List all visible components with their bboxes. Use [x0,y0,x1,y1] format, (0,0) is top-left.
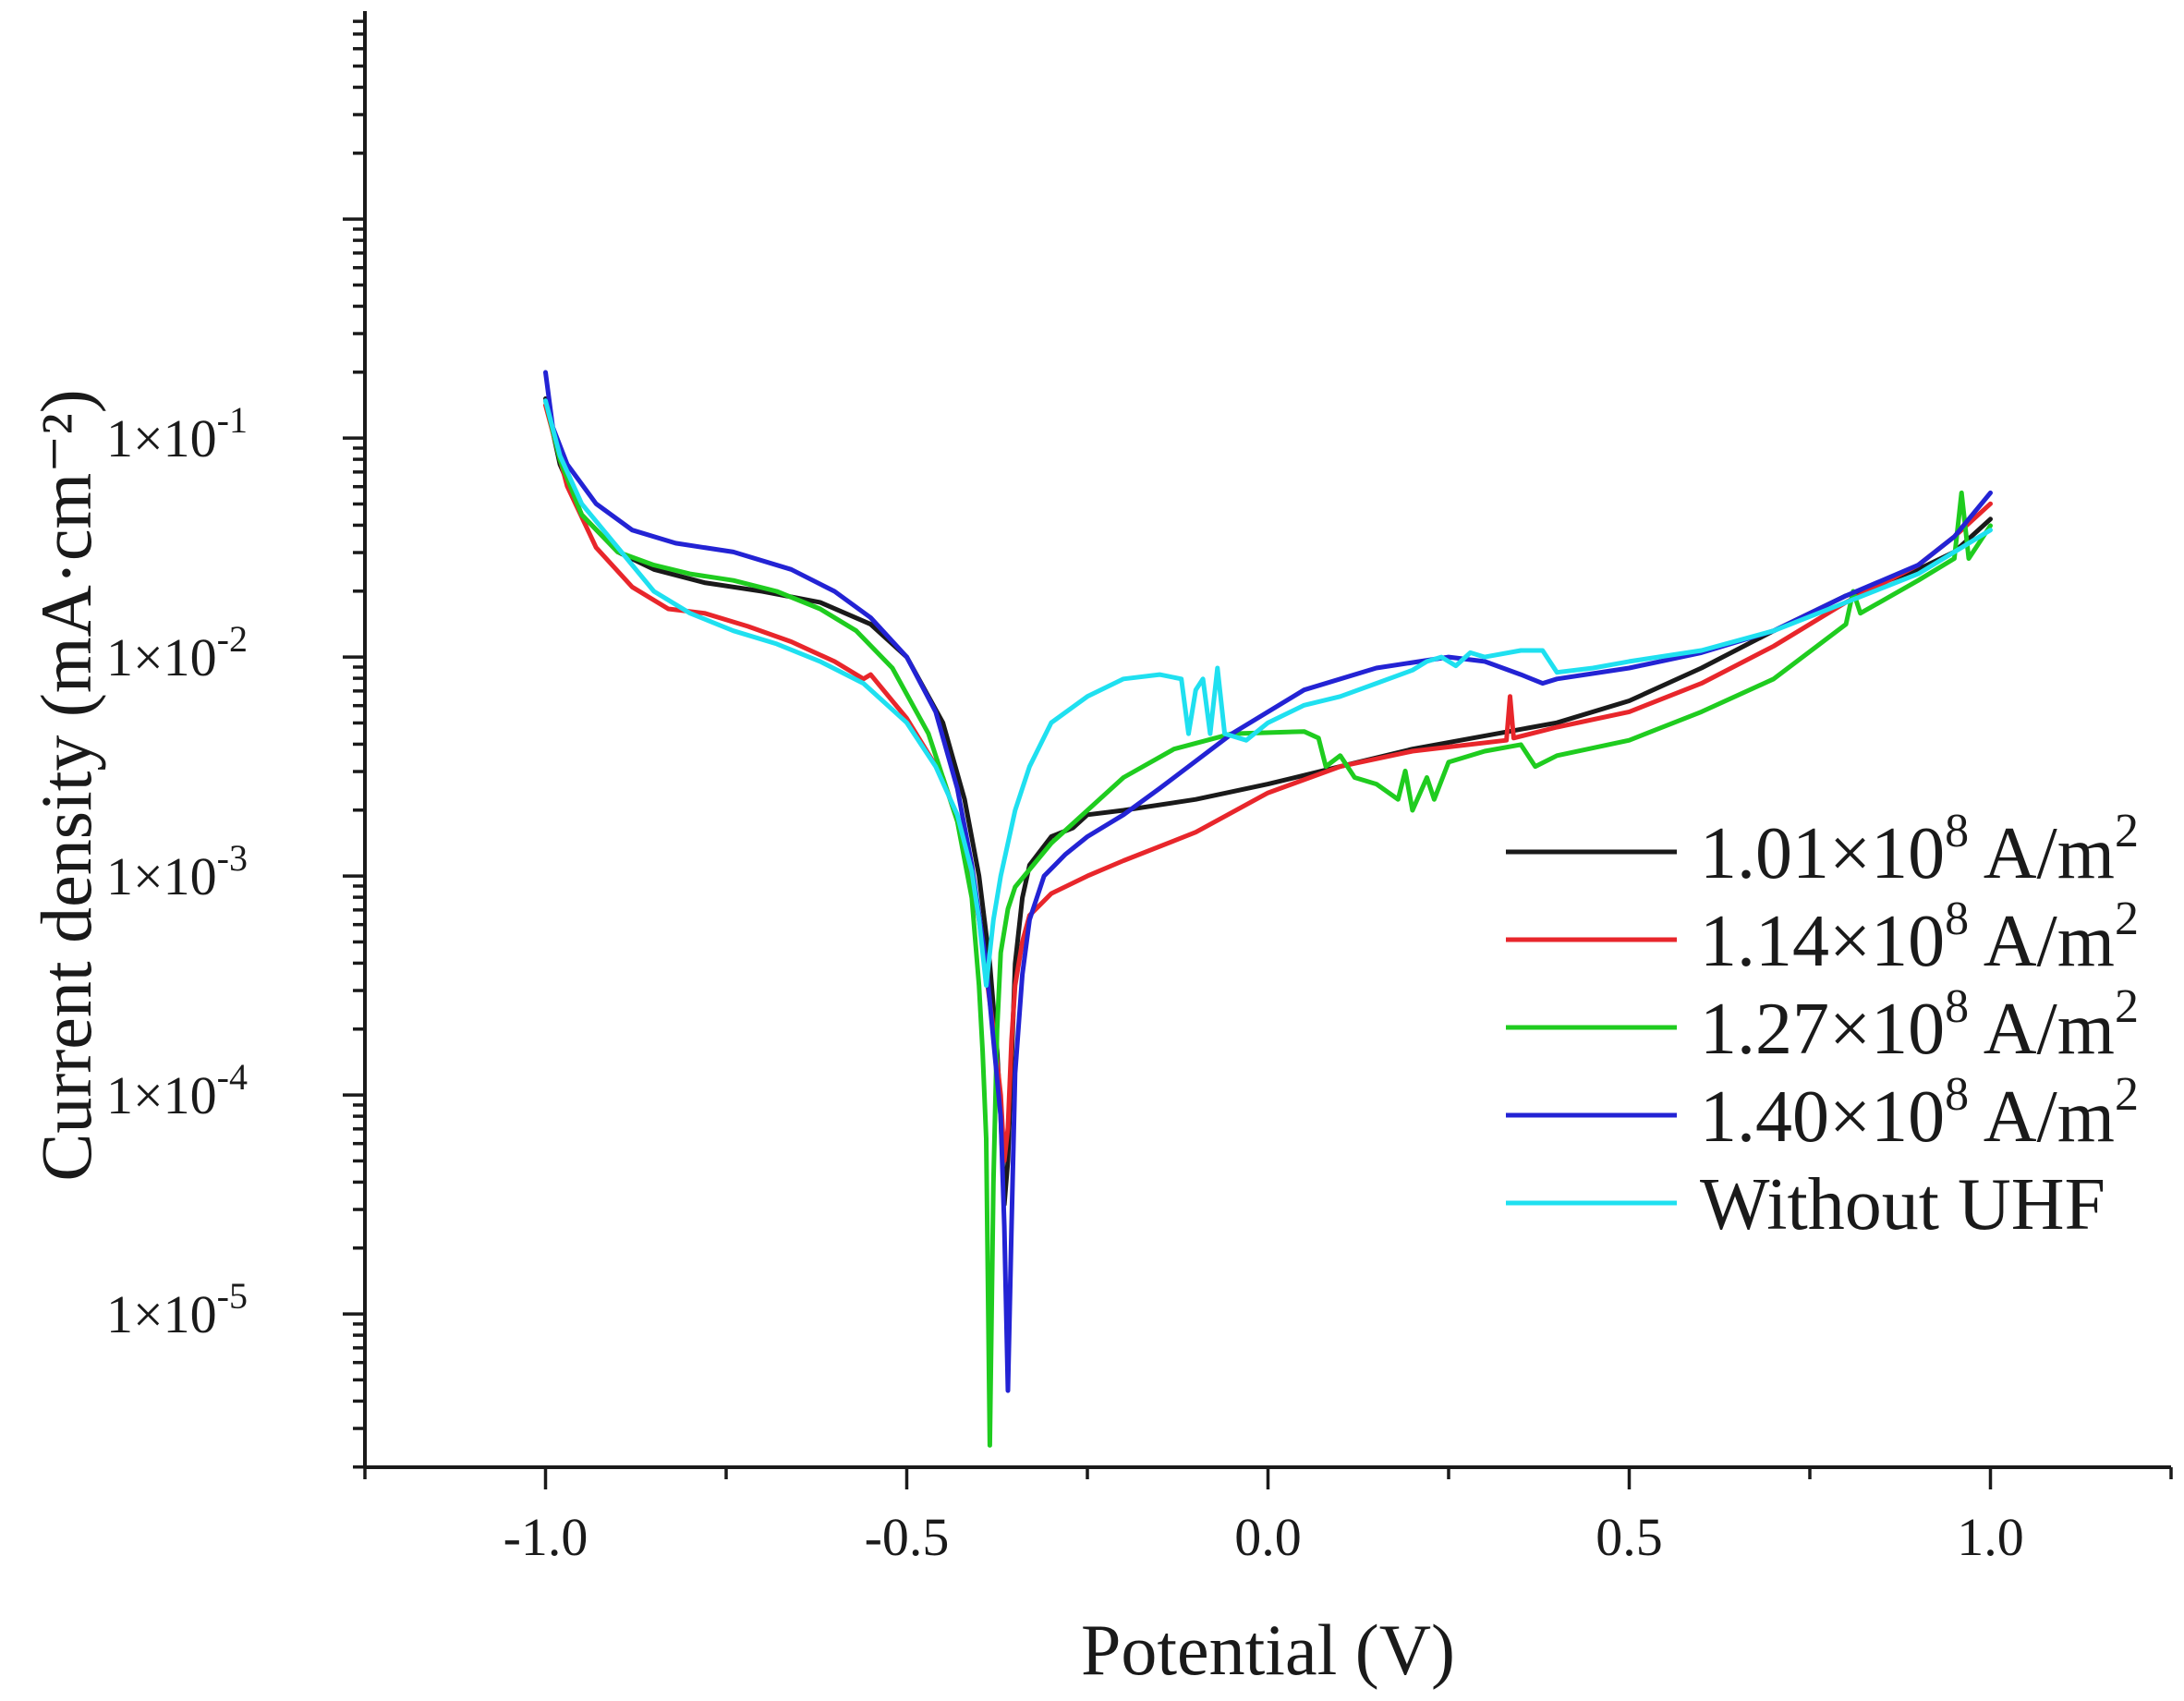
y-tick-label: 1×10-5 [106,1275,248,1344]
x-tick-label: 0.0 [1234,1507,1302,1567]
legend-label-2: 1.14×108 A/m2 [1700,893,2139,982]
series-layer [543,370,1993,1448]
x-axis-title: Potential (V) [1081,1610,1455,1690]
x-tick-label: 1.0 [1957,1507,2024,1567]
y-tick-label: 1×10-1 [106,399,248,468]
series-line-5 [543,398,1993,989]
series-line-3 [543,398,1993,1448]
x-tick-label: -1.0 [504,1507,588,1567]
series-line-4 [543,370,1993,1393]
x-tick-label: 0.5 [1596,1507,1663,1567]
y-tick-label: 1×10-3 [106,837,248,906]
x-ticks: -1.0 -0.5 0.0 0.5 1.0 [363,1467,2173,1567]
legend-label-3: 1.27×108 A/m2 [1700,980,2139,1070]
legend: 1.01×108 A/m21.14×108 A/m21.27×108 A/m21… [1506,805,2139,1245]
y-tick-label: 1×10-4 [106,1056,248,1125]
legend-label-4: 1.40×108 A/m2 [1700,1068,2139,1158]
legend-label-1: 1.01×108 A/m2 [1700,805,2139,894]
x-tick-label: -0.5 [865,1507,950,1567]
series-line-2 [543,403,1993,1163]
legend-label-5: Without UHF [1700,1164,2105,1245]
y-axis-title: Current density (mA·cm⁻²) [26,389,106,1181]
y-ticks: 1×10-1 1×10-2 1×10-3 1×10-4 1×10-5 [106,19,365,1469]
y-tick-label: 1×10-2 [106,618,248,687]
axes: -1.0 -0.5 0.0 0.5 1.0 1×10-11×10-21×10-31×10… [106,11,2173,1567]
